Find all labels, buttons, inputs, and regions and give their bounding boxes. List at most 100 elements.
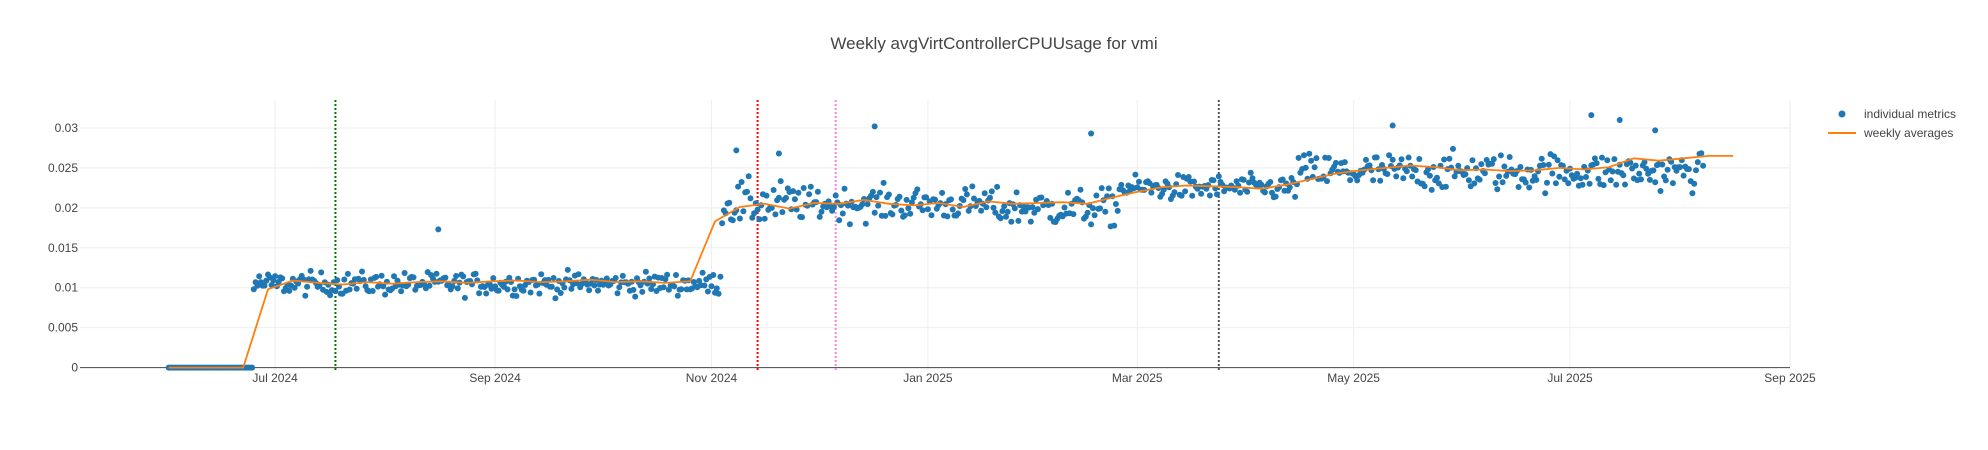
data-point (1538, 155, 1545, 162)
data-point (1409, 173, 1416, 180)
data-point (1136, 178, 1142, 185)
data-point (1428, 186, 1435, 193)
data-point (1182, 188, 1189, 195)
data-point (1189, 192, 1196, 199)
data-point (880, 179, 887, 186)
data-point (1267, 179, 1274, 185)
data-point (729, 217, 736, 224)
data-point (660, 284, 667, 291)
data-point (1426, 172, 1433, 179)
y-tick-label: 0.015 (48, 241, 78, 255)
data-point (965, 207, 972, 214)
data-point (1588, 112, 1595, 119)
data-point (992, 209, 999, 216)
data-point (969, 183, 976, 190)
data-point (1669, 180, 1676, 187)
data-point (527, 289, 534, 296)
data-point (662, 276, 669, 283)
data-point (704, 288, 711, 295)
data-point (1148, 189, 1155, 196)
data-point (398, 288, 405, 295)
data-point (1004, 208, 1011, 215)
x-tick-label: Mar 2025 (1112, 371, 1163, 385)
data-point (1198, 190, 1205, 197)
data-point (1522, 179, 1529, 186)
data-point (1492, 180, 1499, 186)
data-point (548, 283, 555, 290)
data-point (637, 282, 644, 289)
data-point (291, 284, 298, 291)
data-point (1237, 189, 1244, 196)
legend[interactable]: individual metrics weekly averages (1828, 107, 1956, 140)
data-point (435, 226, 442, 233)
x-tick-label: Nov 2024 (686, 371, 738, 385)
data-point (1389, 156, 1396, 163)
data-point (864, 201, 871, 208)
data-point (1613, 181, 1620, 188)
data-point (841, 185, 848, 192)
data-point (1011, 205, 1018, 212)
data-point (971, 195, 977, 202)
data-point (978, 207, 985, 214)
data-point (1465, 177, 1472, 184)
data-point (564, 266, 571, 273)
data-point (586, 287, 593, 294)
data-point (671, 283, 678, 290)
data-point (1302, 164, 1309, 171)
data-point (1111, 222, 1118, 229)
data-point (391, 273, 397, 280)
data-point (999, 208, 1006, 215)
data-point (836, 217, 843, 224)
data-point (1693, 167, 1699, 174)
data-point (1279, 176, 1286, 183)
data-point (1416, 156, 1423, 162)
data-point (1114, 207, 1121, 214)
data-point (268, 282, 275, 288)
data-point (1398, 156, 1405, 163)
data-point (536, 290, 543, 297)
data-point (1249, 175, 1256, 182)
data-point (1015, 217, 1022, 224)
data-point (768, 204, 775, 211)
data-point (1301, 152, 1307, 159)
legend-label: weekly averages (1863, 126, 1953, 140)
data-point (286, 287, 293, 294)
data-point (1611, 156, 1618, 163)
data-point (807, 183, 814, 190)
data-point (1215, 173, 1222, 180)
data-point (332, 288, 339, 295)
data-point (1132, 171, 1139, 178)
legend-item-individual-metrics[interactable]: individual metrics (1838, 107, 1957, 121)
data-point (983, 204, 990, 211)
data-point (1698, 150, 1705, 157)
data-point (1622, 181, 1628, 188)
data-point (1549, 170, 1556, 177)
data-point (442, 274, 449, 281)
data-point (483, 290, 490, 297)
data-point (1694, 159, 1701, 166)
data-point (955, 210, 962, 217)
data-point (1646, 176, 1653, 183)
data-point (1595, 175, 1602, 182)
data-point (744, 188, 750, 195)
data-point (735, 183, 742, 190)
data-point (708, 283, 715, 290)
data-point (1604, 157, 1611, 164)
data-point (869, 188, 876, 195)
data-point (1490, 156, 1497, 163)
data-point (871, 123, 878, 130)
data-point (678, 286, 685, 293)
data-point (1286, 184, 1293, 191)
legend-item-weekly-averages[interactable]: weekly averages (1828, 126, 1953, 140)
data-point (738, 179, 745, 185)
data-point (359, 268, 365, 275)
data-point (1393, 173, 1400, 180)
data-point (1577, 175, 1584, 182)
data-point (882, 212, 889, 219)
x-tick-label: Jul 2025 (1547, 371, 1593, 385)
data-point (1324, 178, 1330, 185)
data-point (715, 290, 722, 297)
data-point (1347, 177, 1354, 184)
data-point (1462, 171, 1469, 178)
data-point (1366, 162, 1373, 169)
